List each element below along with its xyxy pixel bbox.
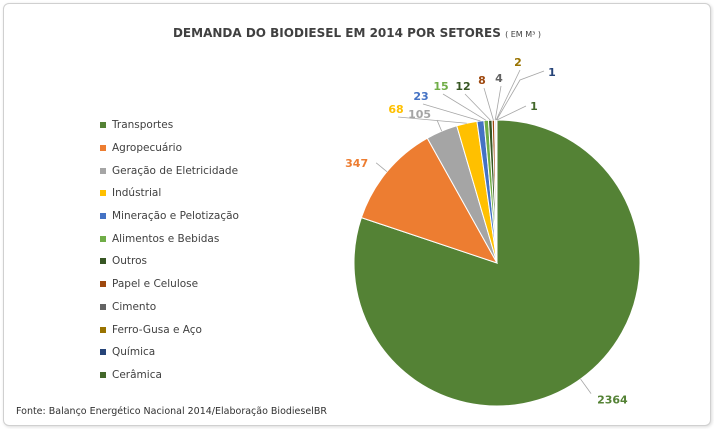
legend-label: Transportes: [112, 119, 174, 132]
legend-swatch: [100, 145, 106, 152]
leader-line: [494, 85, 502, 121]
leader-line: [375, 162, 388, 173]
chart-title-text: DEMANDA DO BIODIESEL EM 2014 POR SETORES: [172, 26, 501, 40]
legend-swatch: [100, 235, 106, 242]
data-label-agropecuario: 347: [345, 157, 368, 170]
leader-line: [464, 93, 491, 121]
legend-label: Cerâmica: [112, 368, 162, 381]
leader-line: [422, 103, 481, 122]
data-label-industrial: 68: [388, 103, 403, 116]
leader-line: [496, 105, 527, 121]
legend-swatch: [100, 349, 106, 356]
data-label-mineracao-e-pelotizacao: 23: [413, 90, 428, 103]
data-label-papel-e-celulose: 8: [478, 74, 486, 87]
legend-item-industrial: Indústrial: [100, 182, 239, 205]
data-label-outros: 12: [455, 80, 470, 93]
chart-legend: Transportes Agropecuário Geração de Eletri…: [100, 114, 239, 386]
legend-swatch: [100, 258, 106, 265]
data-label-transportes: 2364: [597, 394, 628, 407]
leader-line: [495, 69, 521, 121]
legend-swatch: [100, 371, 106, 378]
legend-item-alimentos-e-bebidas: Alimentos e Bebidas: [100, 227, 239, 250]
legend-item-agropecuario: Agropecuário: [100, 137, 239, 160]
pie-slice-agropecuario: [360, 137, 499, 264]
legend-swatch: [100, 281, 106, 288]
legend-label: Agropecuário: [112, 142, 183, 155]
legend-swatch: [100, 167, 106, 174]
leader-line: [397, 116, 467, 124]
legend-item-outros: Outros: [100, 250, 239, 273]
legend-label: Cimento: [112, 300, 157, 313]
legend-swatch: [100, 326, 106, 333]
chart-title-unit: ( EM M³ ): [505, 30, 542, 39]
leader-line: [496, 70, 545, 121]
legend-item-ferro-gusa-e-aco: Ferro-Gusa e Aço: [100, 318, 239, 341]
legend-swatch: [100, 122, 106, 129]
legend-swatch: [100, 190, 106, 197]
leader-line: [483, 87, 494, 121]
legend-label: Química: [112, 346, 156, 359]
legend-label: Mineração e Pelotização: [112, 210, 239, 223]
leader-line: [436, 119, 443, 132]
legend-swatch: [100, 303, 106, 310]
legend-item-quimica: Química: [100, 341, 239, 364]
legend-item-mineracao-e-pelotizacao: Mineração e Pelotização: [100, 205, 239, 228]
legend-label: Ferro-Gusa e Aço: [112, 323, 202, 336]
legend-swatch: [100, 213, 106, 220]
legend-item-geracao-de-eletricidade: Geração de Eletricidade: [100, 159, 239, 182]
legend-label: Indústrial: [112, 187, 162, 200]
source-note: Fonte: Balanço Energético Nacional 2014/…: [16, 406, 327, 417]
data-label-ferro-gusa-e-aco: 2: [514, 56, 522, 69]
legend-item-cimento: Cimento: [100, 296, 239, 319]
leader-line: [580, 378, 592, 394]
legend-label: Geração de Eletricidade: [112, 164, 239, 177]
chart-title: DEMANDA DO BIODIESEL EM 2014 POR SETORES…: [0, 26, 714, 40]
data-label-cimento: 4: [495, 72, 503, 85]
data-label-quimica: 1: [548, 66, 556, 79]
legend-item-papel-e-celulose: Papel e Celulose: [100, 273, 239, 296]
legend-label: Outros: [112, 255, 148, 268]
legend-item-transportes: Transportes: [100, 114, 239, 137]
data-label-alimentos-e-bebidas: 15: [433, 80, 448, 93]
legend-item-ceramica: Cerâmica: [100, 364, 239, 387]
data-label-ceramica: 1: [530, 100, 538, 113]
leader-line: [442, 93, 487, 121]
legend-label: Papel e Celulose: [112, 278, 199, 291]
legend-label: Alimentos e Bebidas: [112, 232, 220, 245]
data-label-geracao-de-eletricidade: 105: [408, 108, 431, 121]
